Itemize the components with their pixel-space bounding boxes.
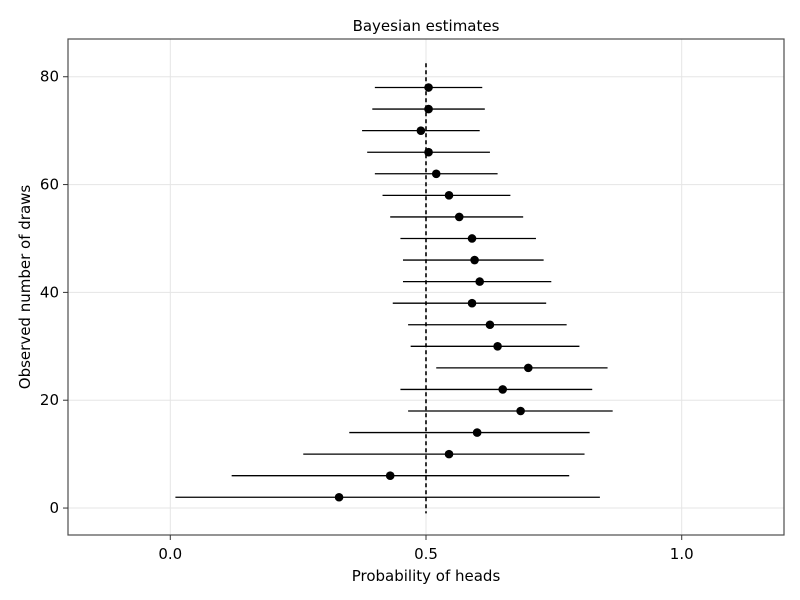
- x-tick-label-2: 1.0: [670, 545, 694, 563]
- y-tick-label-1: 20: [40, 391, 59, 409]
- point-6: [523, 363, 533, 373]
- point-10: [475, 277, 485, 286]
- point-16: [424, 147, 433, 157]
- x-tick-label-0: 0.0: [158, 545, 182, 563]
- y-tick-label-3: 60: [40, 176, 59, 194]
- point-4: [516, 406, 525, 416]
- y-tick-label-0: 0: [49, 499, 59, 517]
- point-3: [472, 428, 482, 437]
- point-2: [444, 449, 454, 459]
- x-tick-label-1: 0.5: [414, 545, 438, 563]
- point-9: [467, 298, 477, 308]
- chart-title: Bayesian estimates: [353, 17, 500, 35]
- point-5: [498, 385, 508, 394]
- axis-ticks: 0.0 0.5 1.0 0 20 40 60 80: [40, 68, 694, 563]
- x-axis-label: Probability of heads: [352, 567, 501, 585]
- point-14: [444, 191, 454, 200]
- point-12: [467, 234, 477, 243]
- point-15: [431, 169, 441, 179]
- point-18: [424, 104, 433, 114]
- y-axis-label: Observed number of draws: [16, 185, 34, 390]
- point-13: [454, 212, 464, 222]
- estimate-marks: [175, 83, 613, 502]
- point-0: [334, 492, 344, 502]
- point-17: [416, 126, 426, 135]
- point-1: [385, 471, 395, 480]
- y-tick-label-2: 40: [40, 283, 59, 301]
- point-11: [470, 255, 479, 265]
- point-19: [424, 83, 433, 92]
- point-8: [485, 320, 495, 330]
- point-7: [493, 342, 502, 351]
- y-tick-label-4: 80: [40, 68, 59, 86]
